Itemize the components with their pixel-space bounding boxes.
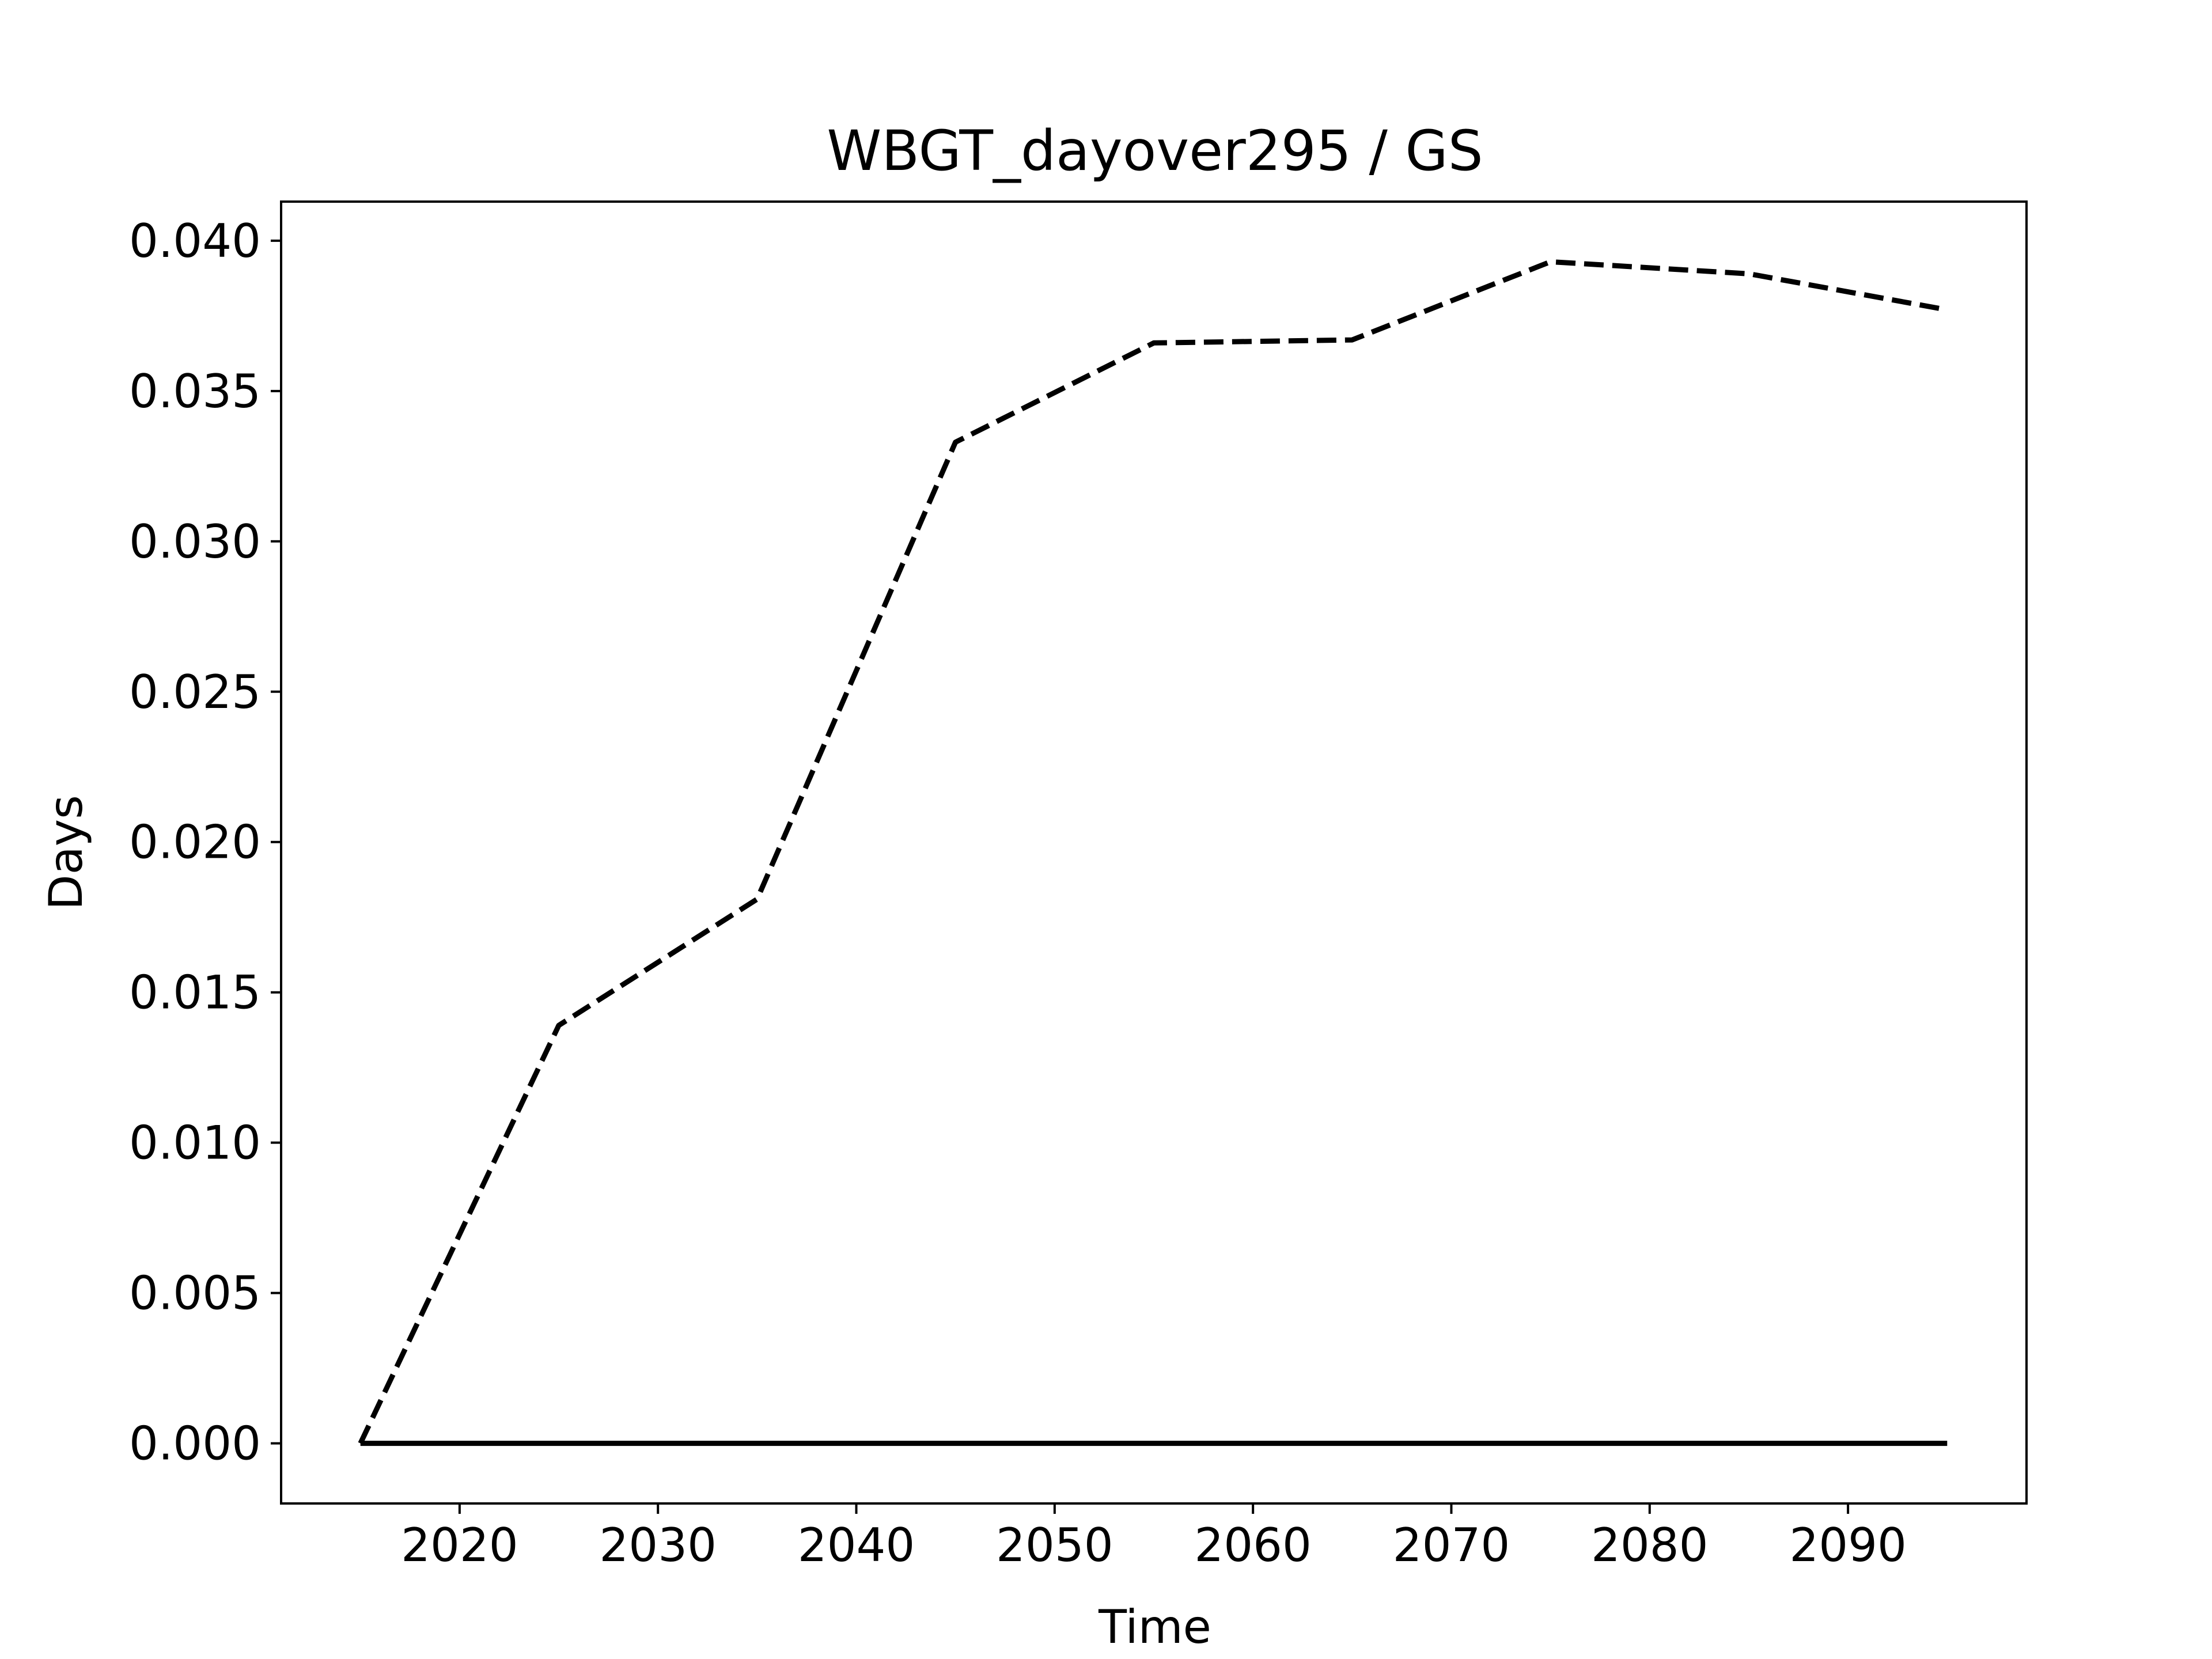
y-axis-label: Days [39, 795, 93, 910]
y-tick-label: 0.025 [129, 665, 261, 719]
y-tick-label: 0.035 [129, 365, 261, 418]
y-tick-label: 0.010 [129, 1116, 261, 1170]
y-tick-label: 0.040 [129, 214, 261, 268]
y-tick-label: 0.020 [129, 816, 261, 869]
x-tick-label: 2060 [1194, 1518, 1312, 1572]
y-axis: 0.000 0.005 0.010 0.015 0.020 0.025 0.030 0.035… [129, 214, 281, 1471]
y-tick-label: 0.030 [129, 515, 261, 569]
y-tick-label: 0.005 [129, 1267, 261, 1320]
plot-area [358, 259, 1948, 1446]
x-tick-label: 2020 [401, 1518, 518, 1572]
x-tick-label: 2090 [1789, 1518, 1907, 1572]
y-tick-label: 0.000 [129, 1417, 261, 1471]
x-tick-label: 2070 [1393, 1518, 1510, 1572]
chart-title: WBGT_dayover295 / GS [827, 119, 1483, 183]
x-tick-label: 2040 [798, 1518, 915, 1572]
x-tick-label: 2050 [996, 1518, 1113, 1572]
axes-frame [280, 200, 2028, 1505]
x-tick-label: 2030 [599, 1518, 717, 1572]
y-tick-label: 0.015 [129, 966, 261, 1020]
x-axis-label: Time [1098, 1600, 1211, 1654]
series-line-1-dashed [358, 259, 1948, 1445]
x-axis: 2020 2030 2040 2050 2060 2070 2080 2090 [401, 1503, 1907, 1572]
x-tick-label: 2080 [1591, 1518, 1709, 1572]
